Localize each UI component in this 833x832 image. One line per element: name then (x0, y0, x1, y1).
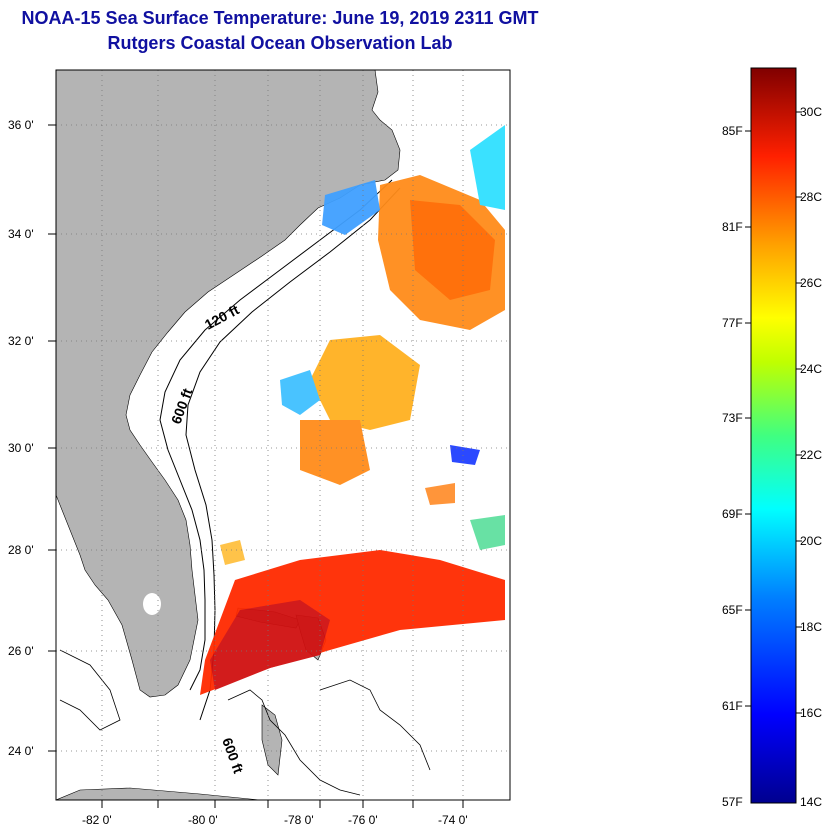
lat-label: 26 0' (8, 644, 34, 658)
colorbar-f-label: 81F (722, 220, 743, 234)
colorbar-f-label: 69F (722, 507, 743, 521)
colorbar-f-label: 73F (722, 411, 743, 425)
lon-label: -74 0' (438, 813, 468, 827)
land-mass (56, 70, 401, 698)
colorbar-f-label: 65F (722, 603, 743, 617)
colorbar (750, 67, 797, 804)
colorbar-c-label: 26C (800, 276, 822, 290)
colorbar-f-label: 57F (722, 795, 743, 809)
colorbar-c-label: 20C (800, 534, 822, 548)
lat-label: 36 0' (8, 118, 34, 132)
lat-label: 24 0' (8, 744, 34, 758)
colorbar-c-label: 28C (800, 190, 822, 204)
lon-label: -82 0' (82, 813, 112, 827)
sst-data (200, 125, 505, 695)
lat-label: 28 0' (8, 543, 34, 557)
colorbar-f-label: 85F (722, 124, 743, 138)
lat-label: 32 0' (8, 334, 34, 348)
lon-label: -76 0' (348, 813, 378, 827)
colorbar-c-label: 22C (800, 448, 822, 462)
colorbar-c-label: 24C (800, 362, 822, 376)
colorbar-c-label: 18C (800, 620, 822, 634)
map-subtitle: Rutgers Coastal Ocean Observation Lab (107, 33, 453, 53)
colorbar-c-label: 14C (800, 795, 822, 809)
lon-label: -80 0' (188, 813, 218, 827)
lat-label: 34 0' (8, 227, 34, 241)
map-title: NOAA-15 Sea Surface Temperature: June 19… (21, 8, 539, 28)
colorbar-f-label: 61F (722, 699, 743, 713)
colorbar-c-label: 30C (800, 105, 822, 119)
island-andros (261, 704, 283, 776)
lat-label: 30 0' (8, 441, 34, 455)
colorbar-c-label: 16C (800, 706, 822, 720)
island-cuba (56, 787, 261, 800)
colorbar-f-label: 77F (722, 316, 743, 330)
lon-label: -78 0' (284, 813, 314, 827)
